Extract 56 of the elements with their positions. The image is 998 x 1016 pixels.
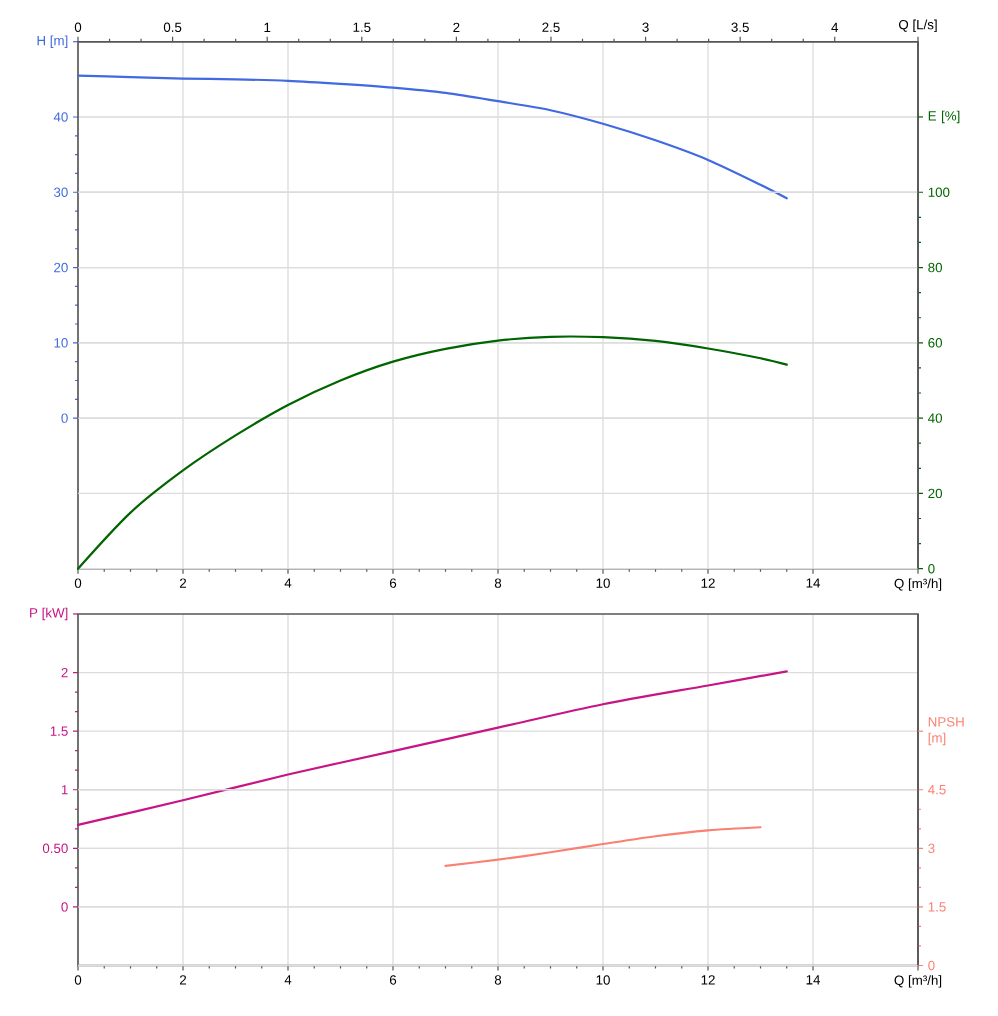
y-tick-label: 1 (61, 785, 68, 795)
x-tick-label: 14 (806, 975, 821, 985)
y2-tick-label: 0 (928, 960, 935, 971)
y2-tick-label: 4.5 (928, 785, 946, 795)
x-tick-label: 8 (494, 578, 502, 588)
x2-tick-label: 0.5 (163, 22, 182, 32)
x-tick-label: 14 (806, 578, 821, 588)
x-tick-label: 12 (701, 578, 715, 588)
x2-tick-label: 2 (453, 22, 460, 32)
y2-axis-title: NPSH [m] (928, 717, 964, 746)
x-tick-label: 12 (701, 975, 715, 985)
x2-tick-label: 2.5 (542, 22, 560, 32)
y2-tick-label: 1.5 (928, 902, 946, 912)
y-tick-label: 2 (61, 667, 68, 678)
x-axis-title: Q [m³/h] (894, 578, 942, 591)
y2-tick-label: 100 (928, 187, 950, 197)
y2-tick-label: 40 (928, 413, 943, 423)
x-tick-label: 2 (179, 975, 187, 985)
x2-tick-label: 1.5 (353, 22, 371, 32)
y-tick-label: 0 (61, 902, 68, 912)
y-tick-label: 1.5 (50, 726, 68, 736)
x2-tick-label: 3 (642, 22, 649, 32)
y-tick-label: 0 (61, 413, 68, 423)
y2-tick-label: 80 (928, 262, 943, 273)
y-tick-label: 40 (53, 112, 68, 122)
y2-axis-title: E [%] (928, 110, 960, 124)
x-tick-label: 6 (389, 578, 397, 588)
y2-tick-label: 0 (928, 563, 935, 574)
x-tick-label: 4 (284, 975, 292, 985)
x2-tick-label: 4 (831, 22, 839, 32)
x-tick-label: 2 (179, 578, 187, 588)
line-series (76, 335, 788, 570)
x-tick-label: 10 (596, 975, 610, 985)
y-tick-label: 20 (54, 262, 68, 273)
y2-tick-label: 3 (928, 843, 935, 854)
line-series (444, 826, 762, 868)
y-tick-label: 10 (54, 338, 68, 348)
x-tick-label: 10 (596, 578, 610, 588)
line-series (76, 74, 788, 200)
x-tick-label: 0 (74, 975, 82, 985)
x-tick-label: 8 (494, 975, 502, 985)
x2-tick-label: 3.5 (731, 22, 749, 32)
y-axis-title: H [m] (37, 35, 68, 48)
y2-tick-label: 60 (928, 338, 943, 348)
y-axis-title: P [kW] (30, 607, 68, 621)
x-axis-title: Q [m³/h] (894, 975, 942, 988)
x-tick-label: 4 (284, 578, 292, 588)
x-tick-label: 6 (389, 975, 397, 985)
y-tick-label: 30 (53, 187, 68, 197)
y-tick-label: 0.50 (42, 843, 68, 854)
x-tick-label: 0 (74, 578, 82, 588)
x2-axis-title: Q [L/s] (898, 19, 937, 32)
line-series (76, 670, 788, 826)
y2-tick-label: 20 (928, 488, 943, 499)
x2-tick-label: 1 (264, 22, 271, 32)
x2-tick-label: 0 (74, 22, 82, 32)
